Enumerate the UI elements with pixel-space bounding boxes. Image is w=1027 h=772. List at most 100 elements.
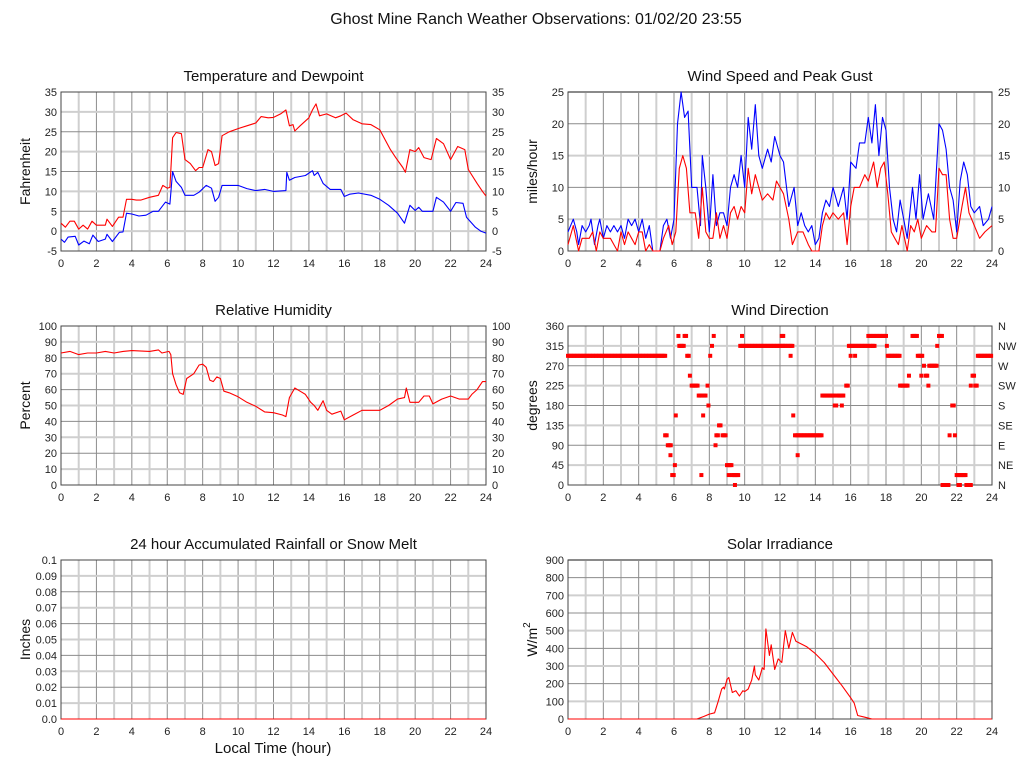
chart-title: Temperature and Dewpoint bbox=[183, 68, 364, 85]
series-line bbox=[568, 628, 992, 720]
direction-point bbox=[832, 393, 837, 398]
right-axis-label: 20 bbox=[998, 119, 1010, 131]
y-tick-label: 400 bbox=[546, 643, 564, 655]
x-tick-label: 4 bbox=[129, 258, 135, 270]
chart-title: Wind Direction bbox=[731, 302, 829, 319]
y-tick-label: 800 bbox=[546, 573, 564, 585]
y-tick-label: 270 bbox=[546, 361, 564, 373]
y-tick-label: 500 bbox=[546, 626, 564, 638]
right-axis-label: 5 bbox=[492, 206, 498, 218]
x-tick-label: 20 bbox=[409, 258, 421, 270]
y-tick-label: 315 bbox=[546, 341, 564, 353]
y-tick-label: 0.06 bbox=[36, 619, 57, 631]
y-tick-label: 100 bbox=[39, 321, 57, 333]
y-tick-label: 35 bbox=[45, 87, 57, 99]
right-axis-label: 10 bbox=[998, 182, 1010, 194]
y-axis-label: Inches bbox=[17, 619, 33, 660]
y-tick-label: 0.07 bbox=[36, 603, 57, 615]
chart-panel: 24 hour Accumulated Rainfall or Snow Mel… bbox=[17, 536, 492, 738]
y-tick-label: 700 bbox=[546, 590, 564, 602]
y-tick-label: -5 bbox=[47, 246, 57, 258]
right-axis-label: SE bbox=[998, 420, 1013, 432]
y-tick-label: 25 bbox=[45, 127, 57, 139]
direction-point bbox=[834, 403, 839, 408]
y-tick-label: 30 bbox=[45, 432, 57, 444]
right-axis-label: W bbox=[998, 361, 1009, 373]
direction-point bbox=[699, 393, 704, 398]
direction-point bbox=[705, 383, 710, 388]
x-tick-label: 14 bbox=[809, 492, 821, 504]
x-tick-label: 16 bbox=[338, 492, 350, 504]
direction-point bbox=[695, 383, 700, 388]
x-tick-label: 24 bbox=[480, 726, 492, 738]
chart-title: Wind Speed and Peak Gust bbox=[687, 68, 873, 85]
right-axis-label: N bbox=[998, 480, 1006, 492]
x-tick-label: 4 bbox=[636, 258, 642, 270]
direction-point bbox=[686, 353, 691, 358]
direction-point bbox=[884, 343, 889, 348]
direction-point bbox=[723, 433, 728, 438]
right-axis-label: 35 bbox=[492, 87, 504, 99]
y-tick-label: 10 bbox=[45, 464, 57, 476]
x-tick-label: 8 bbox=[706, 492, 712, 504]
y-tick-label: 45 bbox=[552, 460, 564, 472]
x-tick-label: 22 bbox=[951, 492, 963, 504]
x-tick-label: 12 bbox=[774, 726, 786, 738]
direction-point bbox=[795, 453, 800, 458]
x-tick-label: 14 bbox=[303, 492, 315, 504]
series-line bbox=[60, 170, 487, 246]
direction-point bbox=[866, 343, 871, 348]
right-axis-label: NE bbox=[998, 460, 1013, 472]
right-axis-label: 15 bbox=[492, 167, 504, 179]
direction-point bbox=[947, 433, 952, 438]
direction-point bbox=[952, 433, 957, 438]
direction-point bbox=[699, 473, 704, 478]
series-line bbox=[567, 91, 993, 252]
direction-point bbox=[968, 383, 973, 388]
direction-point bbox=[957, 483, 962, 487]
y-tick-label: 0.1 bbox=[42, 555, 57, 567]
direction-point bbox=[681, 343, 686, 348]
x-tick-label: 8 bbox=[200, 726, 206, 738]
right-axis-label: NW bbox=[998, 341, 1017, 353]
y-tick-label: 360 bbox=[546, 321, 564, 333]
y-tick-label: 0.0 bbox=[42, 714, 57, 726]
page-title: Ghost Mine Ranch Weather Observations: 0… bbox=[330, 11, 742, 28]
x-tick-label: 18 bbox=[880, 726, 892, 738]
right-axis-label: -5 bbox=[492, 246, 502, 258]
series-line bbox=[60, 349, 486, 421]
x-tick-label: 18 bbox=[880, 258, 892, 270]
y-axis-label: degrees bbox=[524, 380, 540, 431]
y-tick-label: 0 bbox=[51, 480, 57, 492]
right-axis-label: 0 bbox=[492, 480, 498, 492]
x-tick-label: 4 bbox=[636, 726, 642, 738]
y-tick-label: 300 bbox=[546, 661, 564, 673]
direction-point bbox=[673, 413, 678, 418]
y-tick-label: 225 bbox=[546, 381, 564, 393]
x-tick-label: 24 bbox=[480, 258, 492, 270]
x-tick-label: 6 bbox=[671, 492, 677, 504]
x-tick-label: 4 bbox=[636, 492, 642, 504]
right-axis-label: 40 bbox=[492, 416, 504, 428]
x-tick-label: 18 bbox=[374, 726, 386, 738]
y-tick-label: 135 bbox=[546, 420, 564, 432]
y-tick-label: 0.08 bbox=[36, 587, 57, 599]
right-axis-label: 60 bbox=[492, 385, 504, 397]
chart-title: Solar Irradiance bbox=[727, 536, 833, 553]
direction-point bbox=[925, 373, 930, 378]
x-tick-label: 20 bbox=[915, 492, 927, 504]
x-tick-label: 20 bbox=[409, 726, 421, 738]
x-tick-label: 18 bbox=[880, 492, 892, 504]
right-axis-label: 5 bbox=[998, 214, 1004, 226]
x-tick-label: 16 bbox=[845, 258, 857, 270]
y-tick-label: 200 bbox=[546, 679, 564, 691]
y-tick-label: 900 bbox=[546, 555, 564, 567]
direction-point bbox=[853, 353, 858, 358]
x-tick-label: 8 bbox=[706, 258, 712, 270]
right-axis-label: 15 bbox=[998, 151, 1010, 163]
direction-point bbox=[709, 343, 714, 348]
